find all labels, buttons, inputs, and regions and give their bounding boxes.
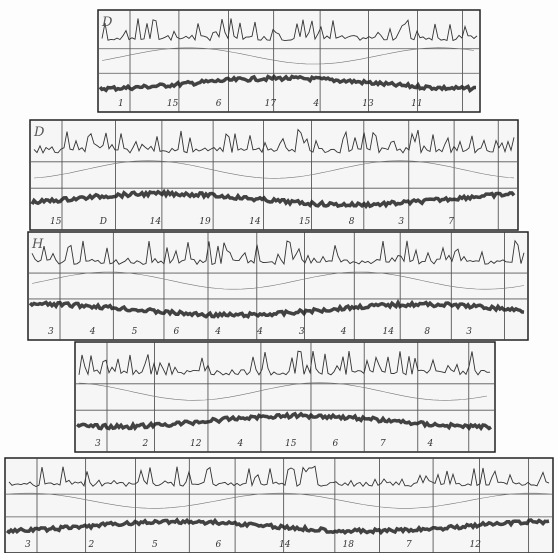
hand-mark: 12 (470, 540, 482, 550)
band (98, 73, 476, 94)
hand-mark: 4 (214, 327, 221, 337)
band (30, 188, 516, 210)
strip-paper (74, 341, 496, 453)
strip: D 1 15 6 17 4 13 11 (97, 9, 481, 113)
hand-mark: 15 (285, 439, 297, 449)
band (75, 411, 492, 432)
hand-mark: 2 (142, 439, 149, 449)
hand-mark: 4 (312, 99, 319, 109)
hand-mark: 11 (411, 99, 422, 109)
strip-label: D (101, 15, 113, 30)
trace (101, 47, 475, 65)
hand-mark: 14 (150, 217, 162, 227)
strip-paper (97, 9, 481, 113)
hand-mark: 3 (466, 327, 472, 337)
hand-mark: 4 (427, 439, 434, 449)
hand-mark: 3 (25, 540, 31, 550)
strip-label: D (33, 125, 45, 140)
hand-mark: 7 (406, 540, 412, 550)
strip-paper (4, 457, 554, 553)
hand-mark: 13 (362, 99, 374, 109)
strip: 3 2 5 6 14 18 7 12 (4, 457, 554, 553)
hand-mark: 3 (398, 217, 404, 227)
hand-mark: 19 (199, 217, 211, 227)
hand-mark: 15 (299, 217, 311, 227)
strip-paper (27, 231, 529, 341)
hand-mark: 1 (118, 99, 124, 109)
trace (8, 465, 550, 488)
trace (31, 239, 525, 266)
hand-mark: 8 (349, 217, 355, 227)
band (5, 517, 550, 536)
hand-mark: D (99, 217, 107, 227)
trace (78, 350, 491, 376)
hand-mark: 6 (174, 327, 180, 337)
hand-mark: 2 (88, 540, 95, 550)
strip-paper (29, 119, 519, 231)
band (28, 298, 525, 319)
strip: D 15 D 14 19 14 15 8 3 7 (29, 119, 519, 231)
strip: H 3 4 5 6 4 4 3 4 14 8 3 (27, 231, 529, 341)
trace (101, 18, 478, 42)
hand-mark: 4 (256, 327, 263, 337)
hand-mark: 6 (333, 439, 339, 449)
hand-mark: 14 (279, 540, 291, 550)
hand-mark: 7 (448, 217, 454, 227)
hand-mark: 8 (424, 327, 430, 337)
hand-mark: 5 (152, 540, 158, 550)
trace (78, 382, 488, 401)
hand-mark: 7 (380, 439, 386, 449)
hand-mark: 4 (89, 327, 96, 337)
hand-mark: 15 (167, 99, 179, 109)
strip: 3 2 12 4 15 6 7 4 (74, 341, 496, 453)
hand-mark: 4 (237, 439, 244, 449)
hand-mark: 4 (340, 327, 347, 337)
trace (31, 271, 525, 290)
trace (33, 160, 515, 179)
trace (33, 128, 515, 155)
hand-mark: 15 (50, 217, 62, 227)
hand-mark: 3 (48, 327, 54, 337)
hand-mark: 12 (190, 439, 202, 449)
trace (8, 492, 550, 509)
hand-mark: 14 (249, 217, 261, 227)
hand-mark: 14 (383, 327, 395, 337)
hand-mark: 6 (216, 540, 222, 550)
strip-label: H (31, 237, 44, 252)
hand-mark: 6 (216, 99, 222, 109)
hand-mark: 5 (132, 327, 138, 337)
hand-mark: 3 (299, 327, 305, 337)
hand-mark: 18 (343, 540, 355, 550)
hand-mark: 3 (95, 439, 101, 449)
hand-mark: 17 (265, 99, 277, 109)
